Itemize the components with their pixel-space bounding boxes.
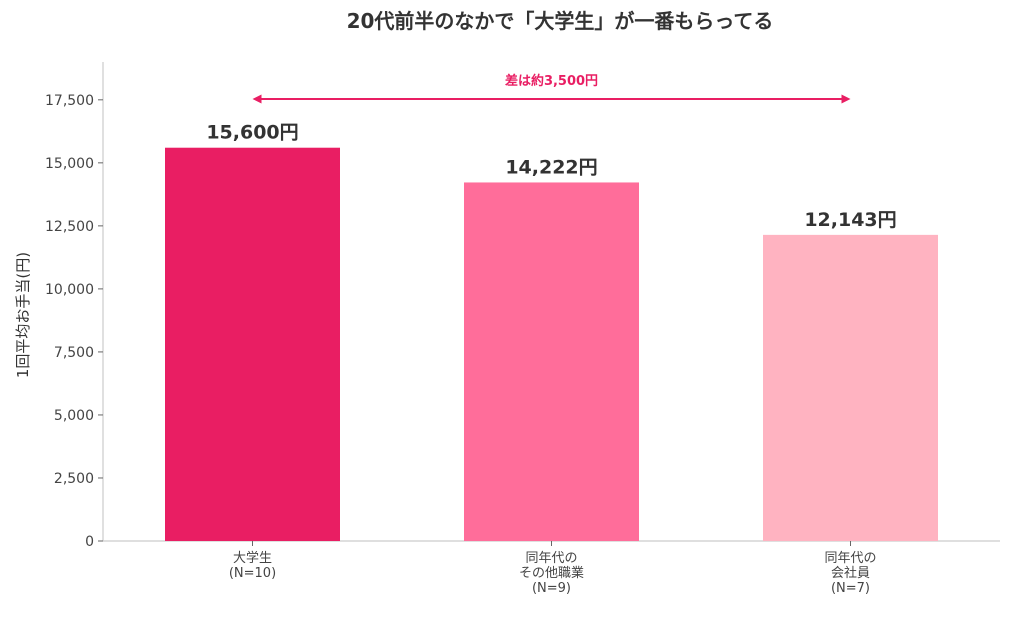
annotation-arrowhead-left [252, 94, 262, 104]
bar [165, 147, 340, 541]
y-tick-label: 5,000 [54, 408, 94, 424]
bar [464, 182, 639, 541]
data-label: 12,143円 [804, 209, 896, 231]
y-tick-label: 15,000 [45, 156, 94, 172]
data-label: 14,222円 [505, 156, 597, 178]
data-label: 15,600円 [206, 122, 298, 144]
y-tick-label: 17,500 [45, 93, 94, 109]
annotation-arrowhead-right [841, 94, 851, 104]
annotation-text: 差は約3,500円 [505, 73, 598, 89]
y-axis-label: 1回平均お手当(円) [14, 252, 32, 378]
x-tick-label: (N=9) [532, 581, 571, 596]
difference-annotation: 差は約3,500円 [252, 73, 851, 104]
x-tick-label: その他職業 [519, 565, 584, 581]
y-tick-label: 7,500 [54, 345, 94, 361]
y-tick-label: 2,500 [54, 471, 94, 487]
x-tick-label: (N=7) [831, 581, 870, 596]
x-tick-label: 同年代の [525, 551, 577, 566]
x-tick-label: 会社員 [831, 565, 870, 581]
bars [165, 147, 938, 541]
x-tick-label: 同年代の [824, 551, 876, 566]
value-labels: 15,600円 14,222円 12,143円 [206, 122, 896, 231]
bar [763, 234, 938, 541]
y-tick-label: 12,500 [45, 219, 94, 235]
y-tick-label: 10,000 [45, 282, 94, 298]
x-tick-label: (N=10) [229, 566, 276, 581]
y-ticks: 0 2,500 5,000 7,500 10,000 12,500 15,000 17,500 [45, 93, 103, 550]
x-tick-label: 大学生 [233, 550, 272, 566]
y-tick-label: 0 [85, 534, 94, 550]
chart-title: 20代前半のなかで「大学生」が一番もらってる [347, 9, 774, 33]
